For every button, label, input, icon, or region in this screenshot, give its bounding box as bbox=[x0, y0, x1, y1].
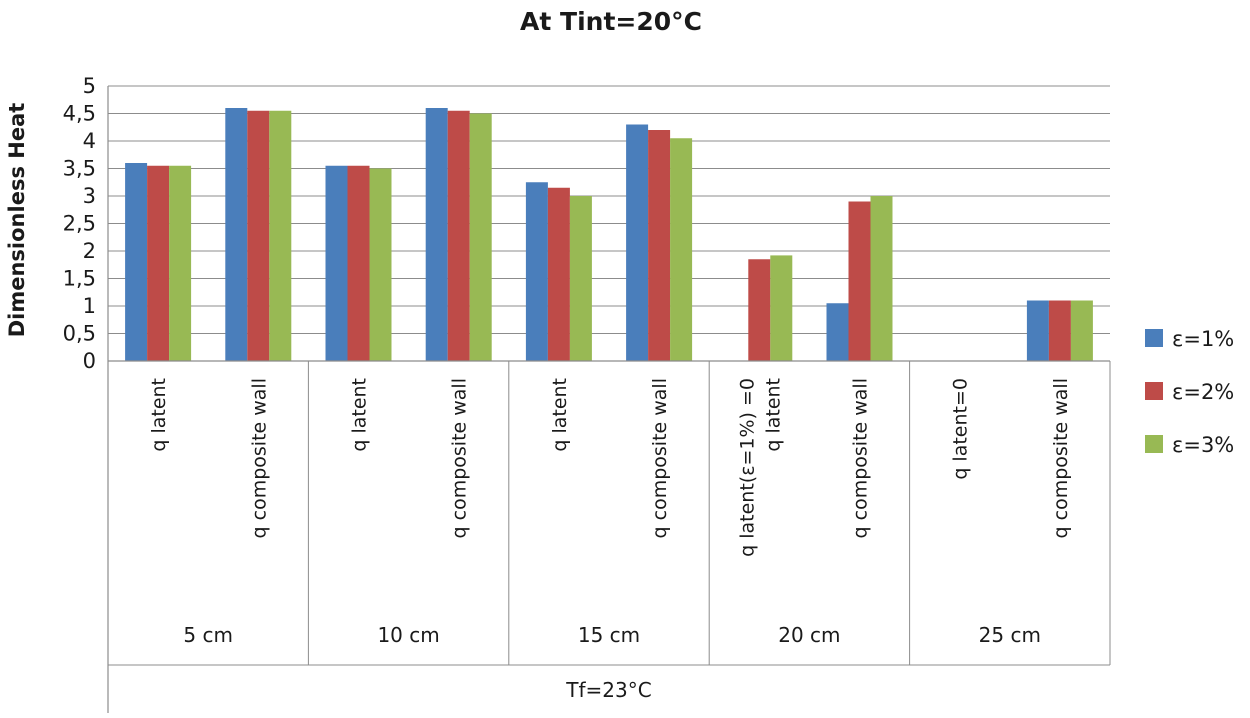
bar bbox=[626, 124, 649, 361]
category-label: q latent(ε=1%) =0 bbox=[736, 378, 758, 557]
y-tick-label: 0,5 bbox=[63, 322, 96, 346]
bar bbox=[848, 201, 871, 361]
outer-label: Tf=23°C bbox=[565, 678, 651, 702]
bar bbox=[125, 163, 148, 361]
x-axis-labels: q latent q composite wall q latent q compos… bbox=[148, 378, 1072, 702]
bar bbox=[670, 138, 693, 361]
chart-title: At Tint=20°C bbox=[520, 7, 702, 36]
bar bbox=[748, 259, 771, 361]
y-tick-label: 2 bbox=[83, 239, 96, 263]
bar bbox=[225, 108, 248, 361]
legend-swatch bbox=[1145, 382, 1163, 400]
bar bbox=[347, 165, 370, 361]
legend-swatch bbox=[1145, 435, 1163, 453]
category-label: q latent=0 bbox=[950, 378, 972, 480]
category-label: q composite wall bbox=[449, 378, 471, 538]
group-label: 25 cm bbox=[979, 623, 1041, 647]
y-tick-label: 5 bbox=[83, 74, 96, 98]
bar bbox=[325, 165, 348, 361]
bar bbox=[147, 165, 170, 361]
bar bbox=[770, 255, 793, 361]
legend-label: ε=3% bbox=[1172, 433, 1234, 457]
category-label: q latent bbox=[549, 378, 571, 452]
group-label: 20 cm bbox=[778, 623, 840, 647]
bar bbox=[425, 108, 448, 361]
category-label: q latent bbox=[762, 378, 784, 452]
bar bbox=[169, 165, 192, 361]
category-label: q composite wall bbox=[649, 378, 671, 538]
category-label: q latent bbox=[349, 378, 371, 452]
group-label: 10 cm bbox=[377, 623, 439, 647]
category-label: q composite wall bbox=[850, 378, 872, 538]
group-label: 15 cm bbox=[578, 623, 640, 647]
y-tick-labels: 0 0,5 1 1,5 2 2,5 3 3,5 4 4,5 5 bbox=[63, 74, 96, 373]
bar bbox=[525, 182, 548, 361]
y-tick-label: 4 bbox=[83, 129, 96, 153]
axes bbox=[107, 86, 1111, 713]
y-tick-label: 4,5 bbox=[63, 102, 96, 126]
group-label: 5 cm bbox=[183, 623, 233, 647]
y-tick-label: 1 bbox=[83, 294, 96, 318]
bar bbox=[369, 168, 392, 361]
category-label: q latent bbox=[148, 378, 170, 452]
legend: ε=1% ε=2% ε=3% bbox=[1145, 327, 1234, 457]
bar bbox=[247, 110, 270, 361]
y-tick-label: 3 bbox=[83, 184, 96, 208]
bar bbox=[826, 303, 849, 361]
legend-swatch bbox=[1145, 329, 1163, 347]
bar bbox=[469, 113, 492, 361]
category-label: q composite wall bbox=[248, 378, 270, 538]
bar bbox=[1070, 300, 1093, 361]
y-tick-label: 3,5 bbox=[63, 157, 96, 181]
y-axis-title: Dimensionless Heat bbox=[5, 103, 29, 338]
category-label: q composite wall bbox=[1050, 378, 1072, 538]
bar bbox=[648, 130, 671, 361]
bar bbox=[1048, 300, 1071, 361]
legend-label: ε=1% bbox=[1172, 327, 1234, 351]
legend-label: ε=2% bbox=[1172, 380, 1234, 404]
y-tick-label: 2,5 bbox=[63, 212, 96, 236]
y-tick-label: 1,5 bbox=[63, 267, 96, 291]
bar bbox=[1026, 300, 1049, 361]
bar bbox=[870, 196, 893, 361]
bar bbox=[569, 196, 592, 361]
bar bbox=[547, 187, 570, 361]
bar bbox=[447, 110, 470, 361]
bar bbox=[269, 110, 292, 361]
y-tick-label: 0 bbox=[83, 349, 96, 373]
bars bbox=[125, 108, 1093, 361]
